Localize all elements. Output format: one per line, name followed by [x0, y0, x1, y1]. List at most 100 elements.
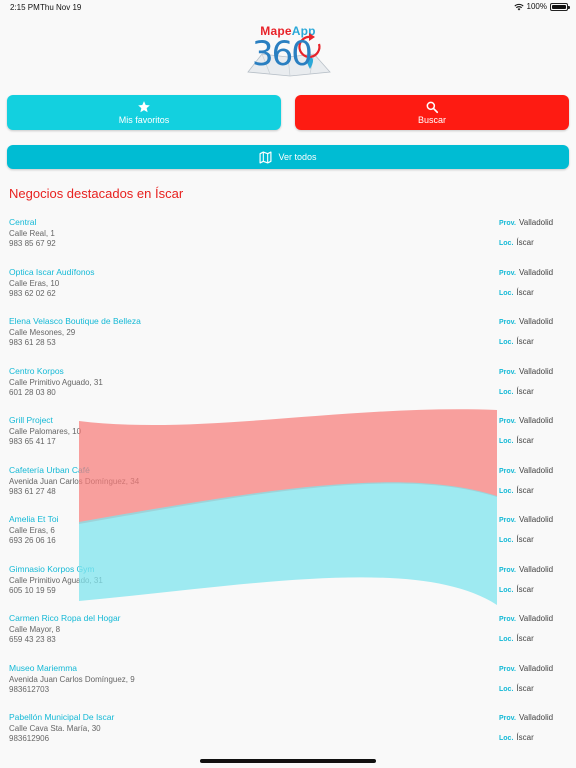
locality-value: Íscar [516, 436, 534, 445]
business-name[interactable]: Gimnasio Korpos Gym [9, 563, 95, 574]
prov-label: Prov. [499, 368, 516, 376]
business-address: Calle Real, 1 [9, 229, 55, 238]
business-name[interactable]: Centro Korpos [9, 365, 64, 376]
business-item[interactable]: Grill Project Calle Palomares, 10 983 65 4… [0, 412, 576, 462]
home-indicator [200, 759, 376, 763]
business-item[interactable]: Elena Velasco Boutique de Belleza Calle M… [0, 313, 576, 363]
province-value: Valladolid [519, 267, 554, 277]
section-title: Negocios destacados en Íscar [9, 186, 184, 201]
search-label: Buscar [417, 115, 446, 125]
business-phone: 601 28 03 80 [9, 387, 56, 397]
business-address: Calle Primitivo Aguado, 31 [9, 377, 103, 387]
business-province: Prov. Valladolid [499, 218, 553, 227]
battery-percent: 100% [526, 2, 547, 11]
loc-label: Loc. [499, 339, 514, 346]
business-item[interactable]: Cafetería Urban Café Avenida Juan Carlos … [0, 462, 576, 512]
business-item[interactable]: Central Calle Real, 1 983 85 67 92 Prov. Val… [0, 214, 576, 264]
business-province: Prov. Valladolid [499, 713, 553, 722]
wifi-icon [513, 3, 524, 10]
business-province: Prov. Valladolid [499, 565, 553, 574]
loc-label: Loc. [499, 685, 514, 693]
business-item[interactable]: Carmen Rico Ropa del Hogar Calle Mayor, 8… [0, 610, 576, 660]
business-name[interactable]: Elena Velasco Boutique de Belleza [9, 316, 141, 326]
business-name[interactable]: Amelia Et Toi [9, 514, 59, 524]
business-phone: 659 43 23 83 [9, 635, 56, 644]
business-locality: Loc. Íscar [499, 585, 534, 594]
province-value: Valladolid [519, 218, 554, 227]
prov-label: Prov. [499, 715, 516, 722]
business-item[interactable]: Pabellón Municipal De Iscar Calle Cava St… [0, 709, 576, 759]
locality-value: Íscar [516, 485, 534, 495]
loc-label: Loc. [499, 240, 514, 247]
business-phone: 983 62 02 62 [9, 288, 56, 298]
business-locality: Loc. Íscar [499, 486, 534, 495]
view-all-button[interactable]: Ver todos [7, 145, 569, 169]
business-locality: Loc. Íscar [499, 684, 534, 693]
locality-value: Íscar [516, 238, 534, 247]
business-item[interactable]: Museo Mariemma Avenida Juan Carlos Domíng… [0, 660, 576, 710]
locality-value: Íscar [516, 287, 534, 297]
prov-label: Prov. [499, 269, 516, 277]
status-date: Thu Nov 19 [40, 3, 82, 12]
locality-value: Íscar [516, 386, 534, 396]
search-icon [426, 101, 439, 114]
province-value: Valladolid [519, 614, 554, 623]
loc-label: Loc. [499, 636, 514, 643]
prov-label: Prov. [499, 418, 516, 425]
prov-label: Prov. [499, 467, 516, 475]
business-name[interactable]: Cafetería Urban Café [9, 464, 90, 475]
business-locality: Loc. Íscar [499, 733, 534, 742]
business-phone: 605 10 19 59 [9, 585, 56, 595]
business-item[interactable]: Amelia Et Toi Calle Eras, 6 693 26 06 16 Pr… [0, 511, 576, 561]
business-name[interactable]: Carmen Rico Ropa del Hogar [9, 613, 121, 623]
business-locality: Loc. Íscar [499, 436, 534, 445]
business-name[interactable]: Central [9, 217, 37, 227]
favorites-label: Mis favoritos [118, 115, 170, 125]
business-item[interactable]: Gimnasio Korpos Gym Calle Primitivo Aguad… [0, 561, 576, 611]
business-item[interactable]: Centro Korpos Calle Primitivo Aguado, 31 6… [0, 363, 576, 413]
province-value: Valladolid [519, 366, 554, 376]
business-province: Prov. Valladolid [499, 664, 553, 673]
business-locality: Loc. Íscar [499, 238, 534, 247]
business-province: Prov. Valladolid [499, 367, 553, 376]
map-icon [259, 150, 272, 164]
locality-value: Íscar [516, 535, 534, 544]
favorites-button[interactable]: Mis favoritos [7, 95, 281, 130]
search-button[interactable]: Buscar [295, 95, 569, 130]
province-value: Valladolid [519, 564, 554, 574]
business-name[interactable]: Grill Project [9, 415, 53, 425]
view-all-label: Ver todos [278, 152, 317, 162]
business-province: Prov. Valladolid [499, 416, 553, 425]
locality-value: Íscar [516, 584, 534, 594]
business-locality: Loc. Íscar [499, 288, 534, 297]
business-name[interactable]: Pabellón Municipal De Iscar [9, 712, 115, 722]
app-logo: MapeApp 360 [240, 22, 336, 80]
prov-label: Prov. [499, 566, 516, 574]
business-locality: Loc. Íscar [499, 337, 534, 346]
business-phone: 983 65 41 17 [9, 437, 56, 446]
business-province: Prov. Valladolid [499, 515, 553, 524]
business-address: Avenida Juan Carlos Domínguez, 34 [9, 476, 140, 486]
prov-label: Prov. [499, 220, 516, 227]
business-address: Calle Mesones, 29 [9, 328, 76, 337]
prov-label: Prov. [499, 665, 516, 673]
business-phone: 983612703 [9, 684, 50, 694]
business-item[interactable]: Optica Iscar Audífonos Calle Eras, 10 983 … [0, 264, 576, 314]
business-address: Calle Mayor, 8 [9, 625, 61, 634]
business-name[interactable]: Museo Mariemma [9, 662, 78, 673]
business-province: Prov. Valladolid [499, 317, 553, 326]
loc-label: Loc. [499, 586, 514, 594]
loc-label: Loc. [499, 735, 514, 742]
business-address: Calle Cava Sta. María, 30 [9, 724, 101, 733]
logo-map-icon [247, 33, 331, 77]
business-province: Prov. Valladolid [499, 268, 553, 277]
locality-value: Íscar [516, 337, 534, 346]
star-icon [138, 101, 150, 113]
business-name[interactable]: Optica Iscar Audífonos [9, 266, 95, 277]
business-address: Calle Palomares, 10 [9, 427, 82, 436]
business-phone: 983 61 28 53 [9, 338, 56, 347]
business-address: Calle Primitivo Aguado, 31 [9, 575, 103, 585]
status-time: 2:15 PM [10, 3, 40, 12]
business-locality: Loc. Íscar [499, 634, 534, 643]
loc-label: Loc. [499, 438, 514, 445]
